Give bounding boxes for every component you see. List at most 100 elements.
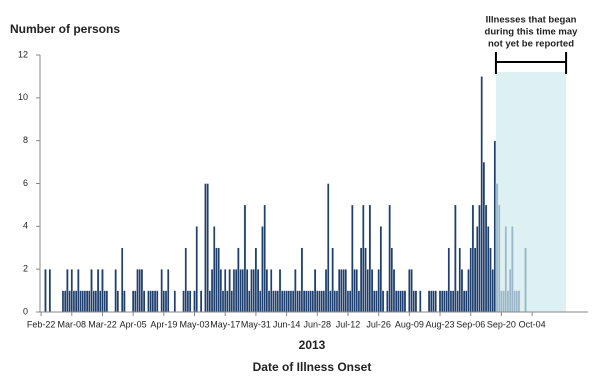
bar [219, 268, 223, 313]
bar [372, 290, 376, 313]
bar [408, 268, 411, 313]
bar [230, 290, 234, 313]
bar [96, 268, 100, 313]
bar [269, 268, 273, 313]
y-tick-label: 4 [23, 221, 28, 231]
bar [204, 183, 207, 313]
bar [331, 247, 334, 313]
bar [353, 268, 356, 313]
subtitle: 2013 [299, 338, 326, 352]
bar [388, 204, 391, 313]
x-tick-label: Sep-20 [487, 319, 516, 329]
bar [456, 290, 459, 313]
bar [287, 290, 291, 313]
bar [346, 290, 350, 313]
bar [283, 290, 286, 313]
bar [149, 290, 152, 313]
x-tick-label: Mar-08 [58, 319, 87, 329]
bar [397, 290, 400, 313]
bar [366, 268, 370, 313]
x-tick-label: May-03 [180, 319, 210, 329]
bar [309, 290, 313, 313]
x-tick-label: Sep-06 [456, 319, 485, 329]
bar [98, 290, 102, 313]
bar [90, 268, 93, 313]
bar [434, 290, 437, 313]
bar [72, 290, 76, 313]
bar [320, 290, 323, 313]
bar [92, 290, 96, 313]
bar [473, 247, 477, 313]
bar [155, 290, 159, 313]
bar [184, 247, 188, 313]
bar [432, 290, 435, 313]
bar [313, 268, 317, 313]
bar [300, 247, 304, 313]
bar [362, 204, 365, 313]
bar [276, 290, 280, 313]
bar [261, 226, 264, 313]
bar [208, 290, 212, 313]
bar [460, 268, 464, 313]
bar [123, 290, 126, 313]
bar [142, 290, 146, 313]
bar [101, 268, 104, 313]
bar [392, 268, 396, 313]
bar [351, 204, 354, 313]
x-tick-label: Jun-28 [304, 319, 332, 329]
bar [359, 247, 363, 313]
bar [116, 290, 120, 313]
x-tick-label: Jul-26 [366, 319, 391, 329]
bar [333, 290, 337, 313]
bar [250, 268, 253, 313]
bar [364, 247, 367, 313]
bar [329, 290, 332, 313]
bar [114, 268, 117, 313]
bar [77, 268, 80, 313]
bar [85, 290, 89, 313]
bar [120, 247, 124, 313]
bar [294, 268, 297, 313]
x-tick-label: Oct-04 [519, 319, 546, 329]
bar [105, 290, 109, 313]
bar [412, 290, 416, 313]
bar [267, 290, 271, 313]
bar [265, 268, 269, 313]
bar [138, 268, 142, 313]
bar [252, 268, 256, 313]
bar [318, 290, 321, 313]
bar [239, 268, 242, 313]
bar [61, 290, 65, 313]
bar [221, 290, 225, 313]
y-axis-title: Number of persons [10, 22, 120, 36]
bar [410, 268, 413, 313]
bar [79, 290, 82, 313]
bar [223, 268, 227, 313]
bar [401, 290, 405, 313]
bar [103, 290, 106, 313]
bar [68, 290, 71, 313]
y-tick-label: 12 [18, 49, 28, 59]
bar [153, 290, 157, 313]
bar [337, 268, 341, 313]
y-tick-label: 2 [23, 264, 28, 274]
bar [63, 290, 67, 313]
bar [476, 226, 479, 313]
bar [173, 290, 177, 313]
bar [486, 226, 490, 313]
bar [447, 247, 451, 313]
y-tick-label: 8 [23, 135, 28, 145]
bar [66, 268, 69, 313]
bar [199, 290, 203, 313]
bar [131, 290, 135, 313]
bar [147, 290, 150, 313]
bar [377, 268, 380, 313]
bar [427, 290, 431, 313]
bar [429, 290, 433, 313]
x-tick-label: May-31 [241, 319, 271, 329]
bar [340, 268, 343, 313]
bar [278, 268, 282, 313]
bar [480, 76, 483, 313]
